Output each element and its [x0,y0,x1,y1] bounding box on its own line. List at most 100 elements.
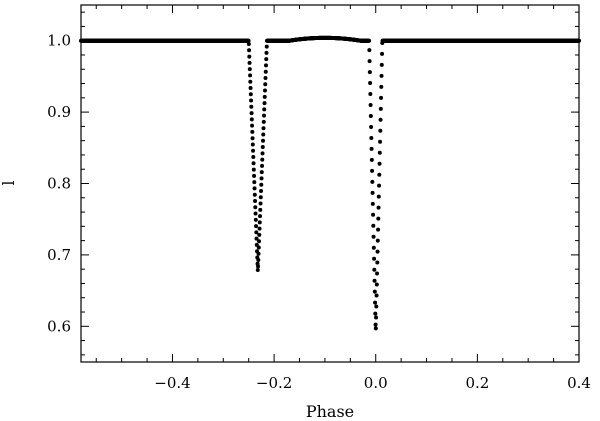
data-point [369,124,374,129]
data-point [378,128,383,133]
data-point [375,249,380,254]
data-point [256,251,261,256]
data-point [374,315,379,320]
data-point [252,180,257,185]
data-point [249,117,254,122]
data-point [375,271,380,276]
data-point [262,101,267,106]
data-point [249,104,254,109]
data-point [248,73,253,78]
data-point [254,236,259,241]
data-point [246,42,251,47]
data-point [247,67,252,72]
data-point [249,111,254,116]
data-point [371,234,376,239]
data-point [248,79,253,84]
data-point [379,95,384,100]
data-point [370,168,375,173]
data-point [261,138,266,143]
x-axis-label: Phase [306,402,354,421]
y-tick-label: 0.9 [47,103,71,121]
data-point [250,136,255,141]
data-point [375,260,380,265]
data-point [374,293,379,298]
data-point [369,146,374,151]
data-point [258,214,263,219]
data-point [380,51,385,56]
data-point [377,161,382,166]
data-point [369,157,374,162]
data-point [376,205,381,210]
data-point [367,38,372,43]
data-point [257,226,262,231]
x-tick-label: 0.4 [567,374,591,392]
data-point [261,126,266,131]
data-point [377,172,382,177]
data-point [264,44,269,49]
data-point [250,129,255,134]
data-point [379,62,384,67]
data-point [368,81,373,86]
data-point [372,289,377,294]
y-tick-label: 0.6 [47,317,71,335]
data-point [367,48,372,53]
data-point [253,198,258,203]
data-point [263,75,268,80]
data-points [79,35,581,331]
data-point [248,92,253,97]
data-point [373,300,378,305]
data-point [374,304,379,309]
data-point [247,48,252,53]
data-point [372,278,377,283]
data-point [261,132,266,137]
data-point [373,311,378,316]
data-point [257,220,262,225]
data-point [367,70,372,75]
data-point [262,113,267,118]
data-point [371,212,376,217]
y-axis-label: l [0,180,18,185]
data-point [248,85,253,90]
data-point [256,258,261,263]
y-tick-label: 0.8 [47,175,71,193]
data-point [378,139,383,144]
data-point [251,148,256,153]
data-point [259,176,264,181]
data-point [373,326,378,331]
y-axis-ticks: 0.6 0.7 0.8 0.9 1.0 [47,11,579,356]
data-point [262,94,267,99]
x-axis-ticks: −0.4 −0.2 0.0 0.2 0.4 [95,5,591,392]
data-point [253,205,258,210]
data-point [251,161,256,166]
data-point [260,163,265,168]
data-point [257,232,262,237]
data-point [377,150,382,155]
data-point [371,223,376,228]
data-point [378,106,383,111]
data-point [376,216,381,221]
data-point [254,224,259,229]
data-point [374,282,379,287]
data-point [251,155,256,160]
data-point [252,186,257,191]
data-point [259,170,264,175]
data-point [264,63,269,68]
data-point [367,59,372,64]
data-point [252,192,257,197]
data-point [258,207,263,212]
x-tick-label: 0.0 [364,374,388,392]
x-tick-label: −0.4 [154,374,190,392]
data-point [246,38,251,43]
data-point [377,183,382,188]
data-point [260,157,265,162]
data-point [263,82,268,87]
data-point [370,201,375,206]
data-point [368,113,373,118]
data-point [250,123,255,128]
data-point [261,119,266,124]
data-point [263,88,268,93]
data-point [260,151,265,156]
data-point [259,188,264,193]
